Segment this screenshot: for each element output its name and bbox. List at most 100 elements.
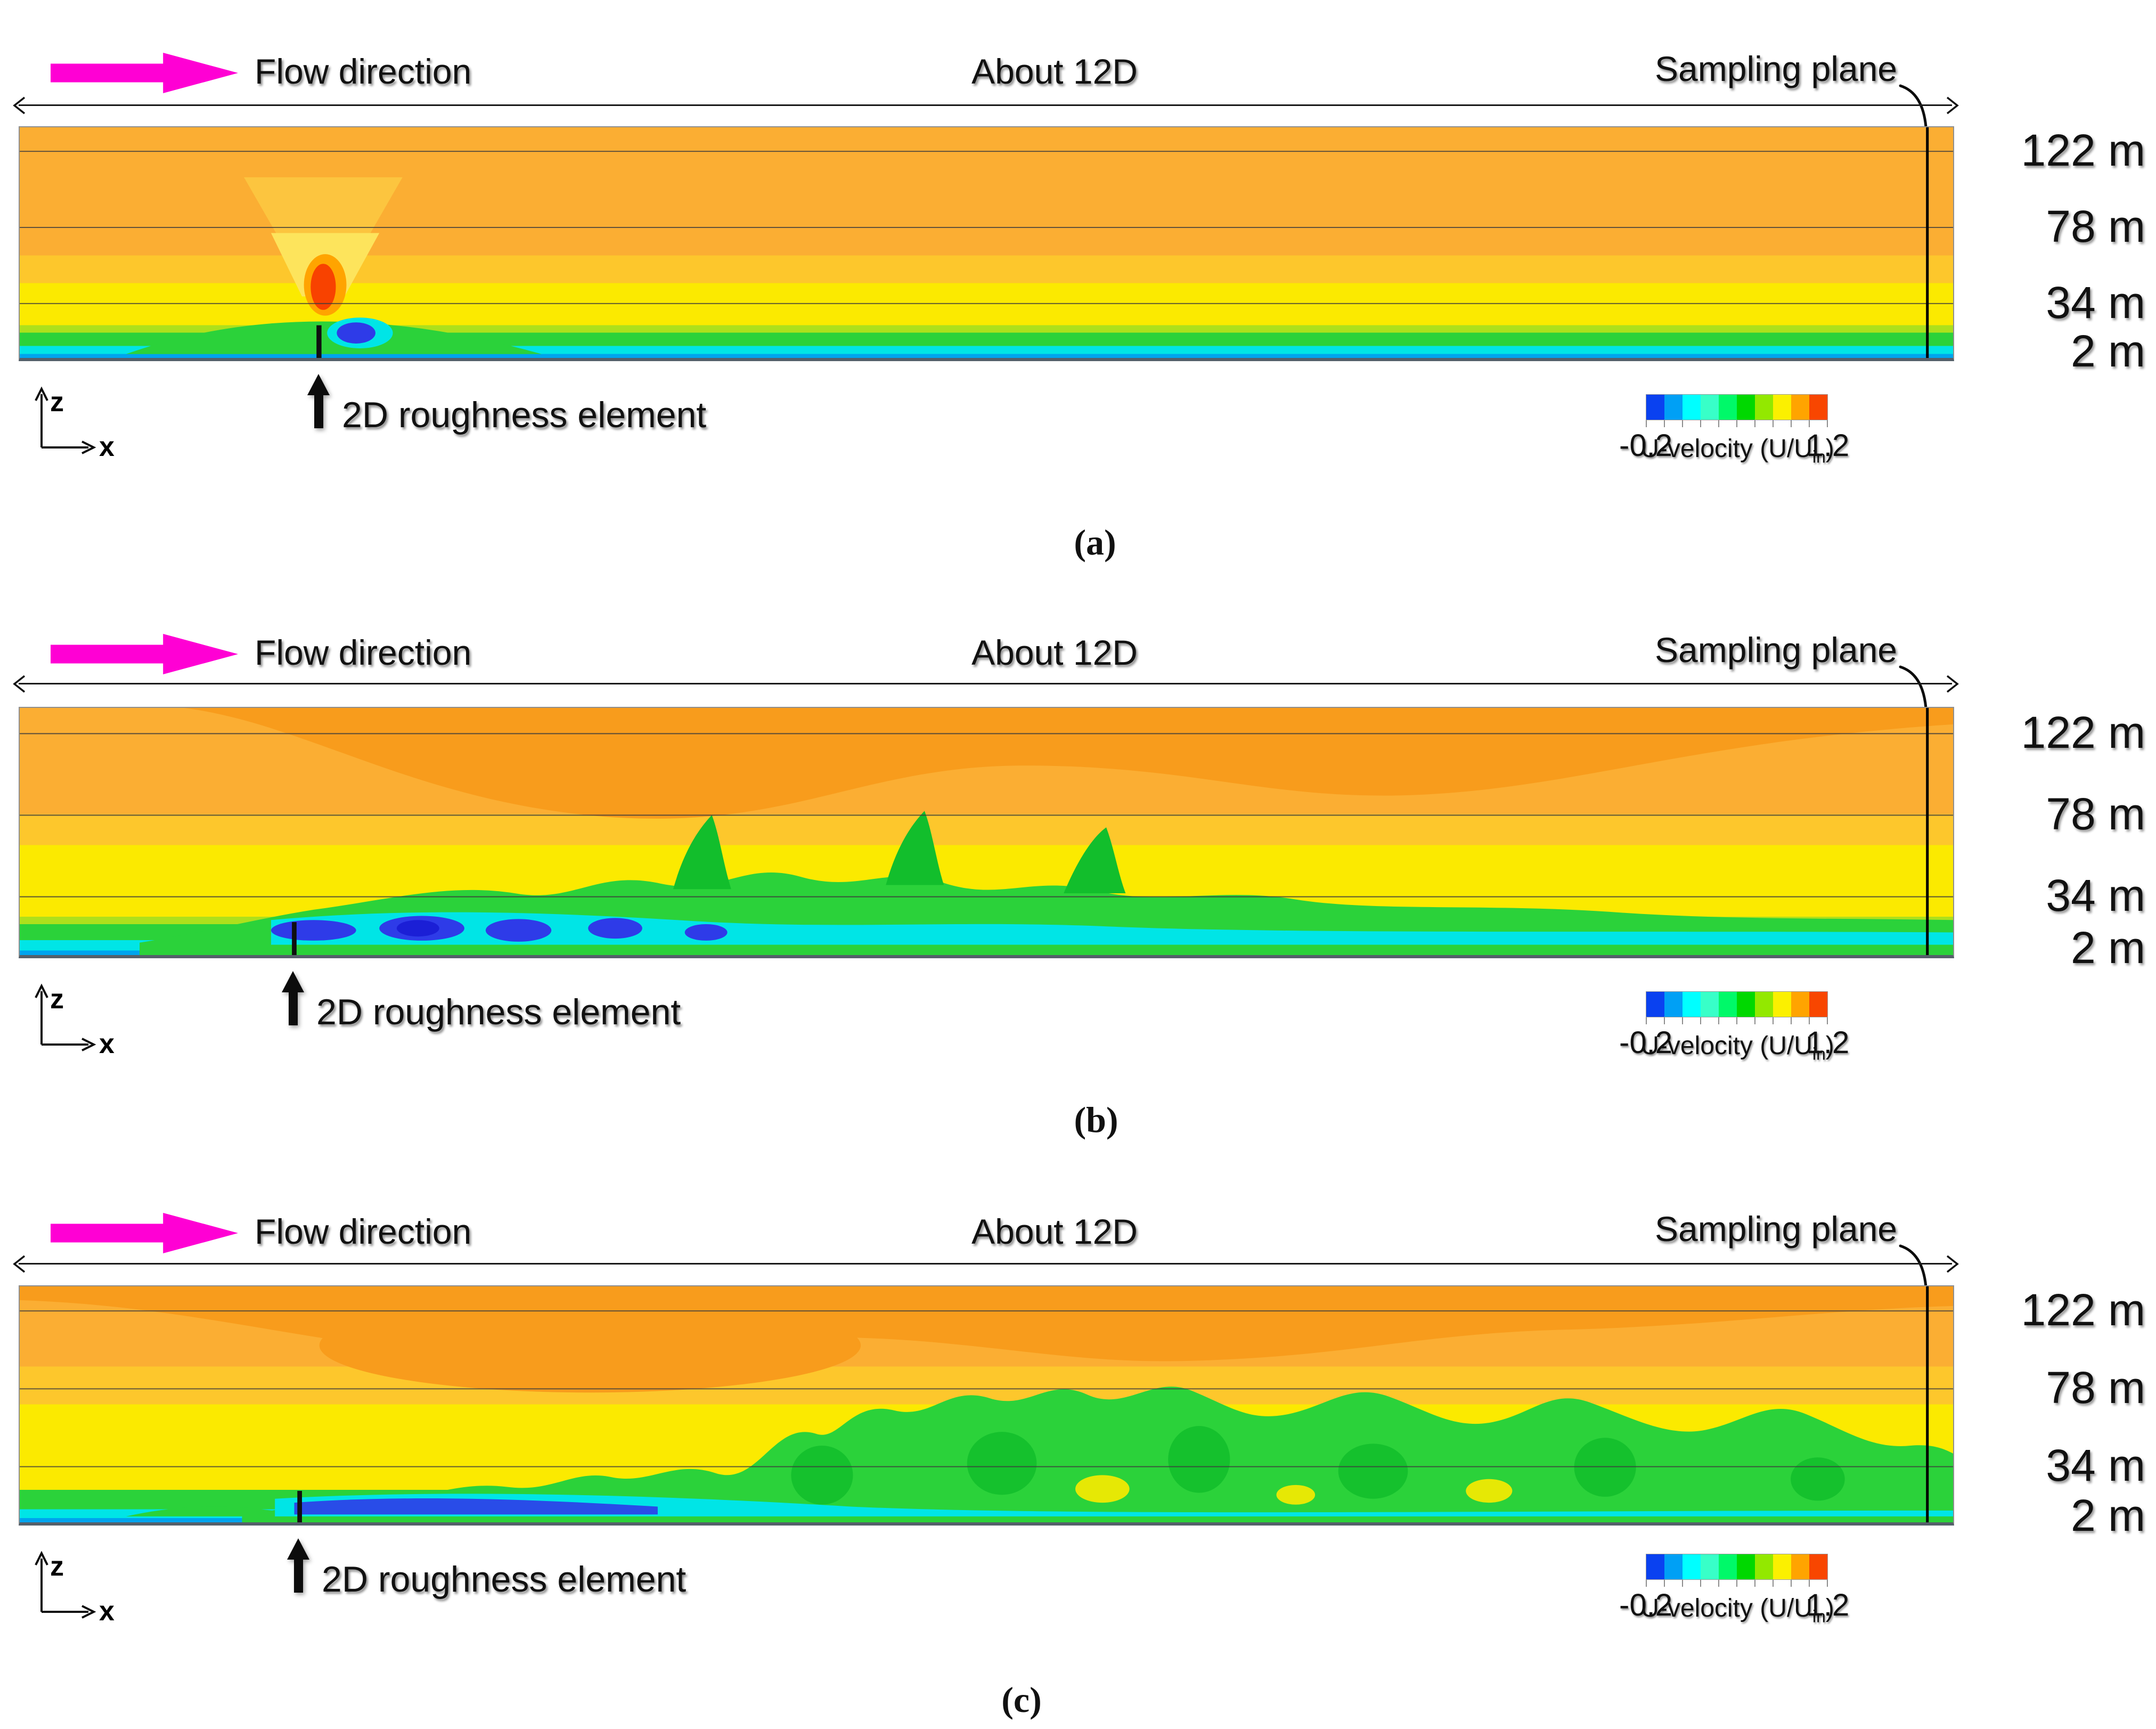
colorbar-cell <box>1773 1554 1791 1579</box>
span-arrow-left-icon <box>13 675 26 693</box>
wake-green-spike <box>673 815 731 890</box>
height-label-78m: 78 m <box>2046 1363 2145 1413</box>
colorbar-cell <box>1791 992 1809 1017</box>
colorbar-min-label: -0.2 <box>1619 1025 1672 1060</box>
wake-green-spike <box>1064 827 1126 893</box>
span-arrow-right-icon <box>1946 96 1959 115</box>
colorbar-cell <box>1701 1554 1719 1579</box>
wake-green-spike <box>886 811 944 885</box>
span-arrow-left-icon <box>13 96 26 115</box>
sampling-plane-line <box>1926 1286 1929 1522</box>
roughness-element-label: 2D roughness element <box>316 992 681 1032</box>
contour-plot-c <box>19 1285 1954 1526</box>
colorbar-max-label: 1.2 <box>1806 1025 1850 1060</box>
axis-x-label: x <box>99 431 115 458</box>
domain-span-arrow <box>19 1263 1952 1265</box>
colorbar-cell <box>1773 992 1791 1017</box>
colorbar-cell <box>1701 992 1719 1017</box>
plume-core <box>1168 1426 1230 1493</box>
roughness-arrow-icon <box>282 971 304 1025</box>
plume-core <box>1338 1443 1408 1499</box>
colorbar-cell <box>1664 395 1683 420</box>
height-label-78m: 78 m <box>2046 789 2145 839</box>
contour-plot-b <box>19 707 1954 958</box>
height-label-78m: 78 m <box>2046 201 2145 251</box>
acceleration-spot <box>311 264 336 310</box>
yellow-pocket <box>1075 1475 1130 1503</box>
colorbar-cell <box>1683 1554 1701 1579</box>
plume-core <box>967 1432 1037 1495</box>
flow-direction-arrow-icon <box>51 1213 238 1253</box>
axis-z-label: z <box>50 1551 64 1582</box>
turbulent-plumes <box>242 1387 1953 1522</box>
height-label-34m: 34 m <box>2046 870 2145 921</box>
height-label-122m: 122 m <box>2021 707 2145 758</box>
colorbar-b <box>1646 991 1828 1017</box>
colorbar-cell <box>1737 1554 1755 1579</box>
span-arrow-right-icon <box>1946 1255 1959 1273</box>
roughness-arrow-icon <box>287 1538 309 1593</box>
high-speed-blob <box>319 1298 861 1393</box>
height-label-2m: 2 m <box>2070 1490 2145 1540</box>
colorbar-cell <box>1646 395 1664 420</box>
sampling-plane-pointer-icon <box>1899 1244 1928 1288</box>
height-labels-a: 122 m 78 m 34 m 2 m <box>1960 125 2145 373</box>
roughness-element-label: 2D roughness element <box>342 395 707 435</box>
colorbar-cell <box>1773 395 1791 420</box>
colorbar-cell <box>1683 992 1701 1017</box>
colorbar-cell <box>1791 1554 1809 1579</box>
colorbar-cell <box>1737 992 1755 1017</box>
span-length-label: About 12D <box>971 1212 1138 1251</box>
height-labels-c: 122 m 78 m 34 m 2 m <box>1960 1285 2145 1538</box>
sampling-plane-label: Sampling plane <box>1655 49 1897 88</box>
colorbar-cell <box>1809 395 1827 420</box>
colorbar-max-label: 1.2 <box>1806 1588 1850 1622</box>
axis-z-label: z <box>50 387 64 418</box>
colorbar-cell <box>1791 395 1809 420</box>
contour-plot-a <box>19 126 1954 361</box>
domain-span-arrow <box>19 683 1952 684</box>
reverse-flow-pocket <box>588 918 642 939</box>
span-arrow-left-icon <box>13 1255 26 1273</box>
colorbar-min-label: -0.2 <box>1619 428 1672 463</box>
colorbar-max-label: 1.2 <box>1806 428 1850 463</box>
reverse-flow-streak <box>294 1498 658 1515</box>
panel-label-a: (a) <box>1074 522 1116 562</box>
height-labels-b: 122 m 78 m 34 m 2 m <box>1960 707 2145 970</box>
colorbar-cell <box>1719 1554 1737 1579</box>
span-arrow-right-icon <box>1946 675 1959 693</box>
height-label-122m: 122 m <box>2021 125 2145 176</box>
sampling-plane-pointer-icon <box>1899 665 1928 709</box>
colorbar-ticks <box>1646 420 1828 427</box>
wall-cyan-layer <box>275 1494 1953 1516</box>
colorbar-cell <box>1683 395 1701 420</box>
plume-core <box>791 1446 853 1505</box>
roughness-element-label: 2D roughness element <box>322 1559 687 1600</box>
reverse-flow-pocket <box>485 919 552 942</box>
axis-indicator: z x <box>35 1551 115 1622</box>
axis-indicator: z x <box>35 983 115 1055</box>
upstream-green-mound <box>126 1506 306 1516</box>
roughness-element-marker <box>316 325 322 358</box>
domain-span-arrow <box>19 104 1952 106</box>
sampling-plane-line <box>1926 708 1929 955</box>
colorbar-cell <box>1809 992 1827 1017</box>
yellow-pocket <box>1466 1479 1513 1503</box>
colorbar-cell <box>1646 1554 1664 1579</box>
colorbar-cell <box>1664 1554 1683 1579</box>
colorbar-title: U-velocity (U/Uin) <box>1640 1594 1834 1626</box>
colorbar-ticks <box>1646 1580 1828 1587</box>
colorbar-min-label: -0.2 <box>1619 1588 1672 1622</box>
axis-x-label: x <box>99 1029 115 1055</box>
height-label-2m: 2 m <box>2070 326 2145 377</box>
panel-label-b: (b) <box>1074 1099 1118 1140</box>
axis-x-label: x <box>99 1596 115 1622</box>
height-label-2m: 2 m <box>2070 923 2145 973</box>
axis-indicator: z x <box>35 386 115 458</box>
colorbar-cell <box>1737 395 1755 420</box>
yellow-pocket <box>1276 1485 1316 1505</box>
sampling-plane-label: Sampling plane <box>1655 630 1897 670</box>
